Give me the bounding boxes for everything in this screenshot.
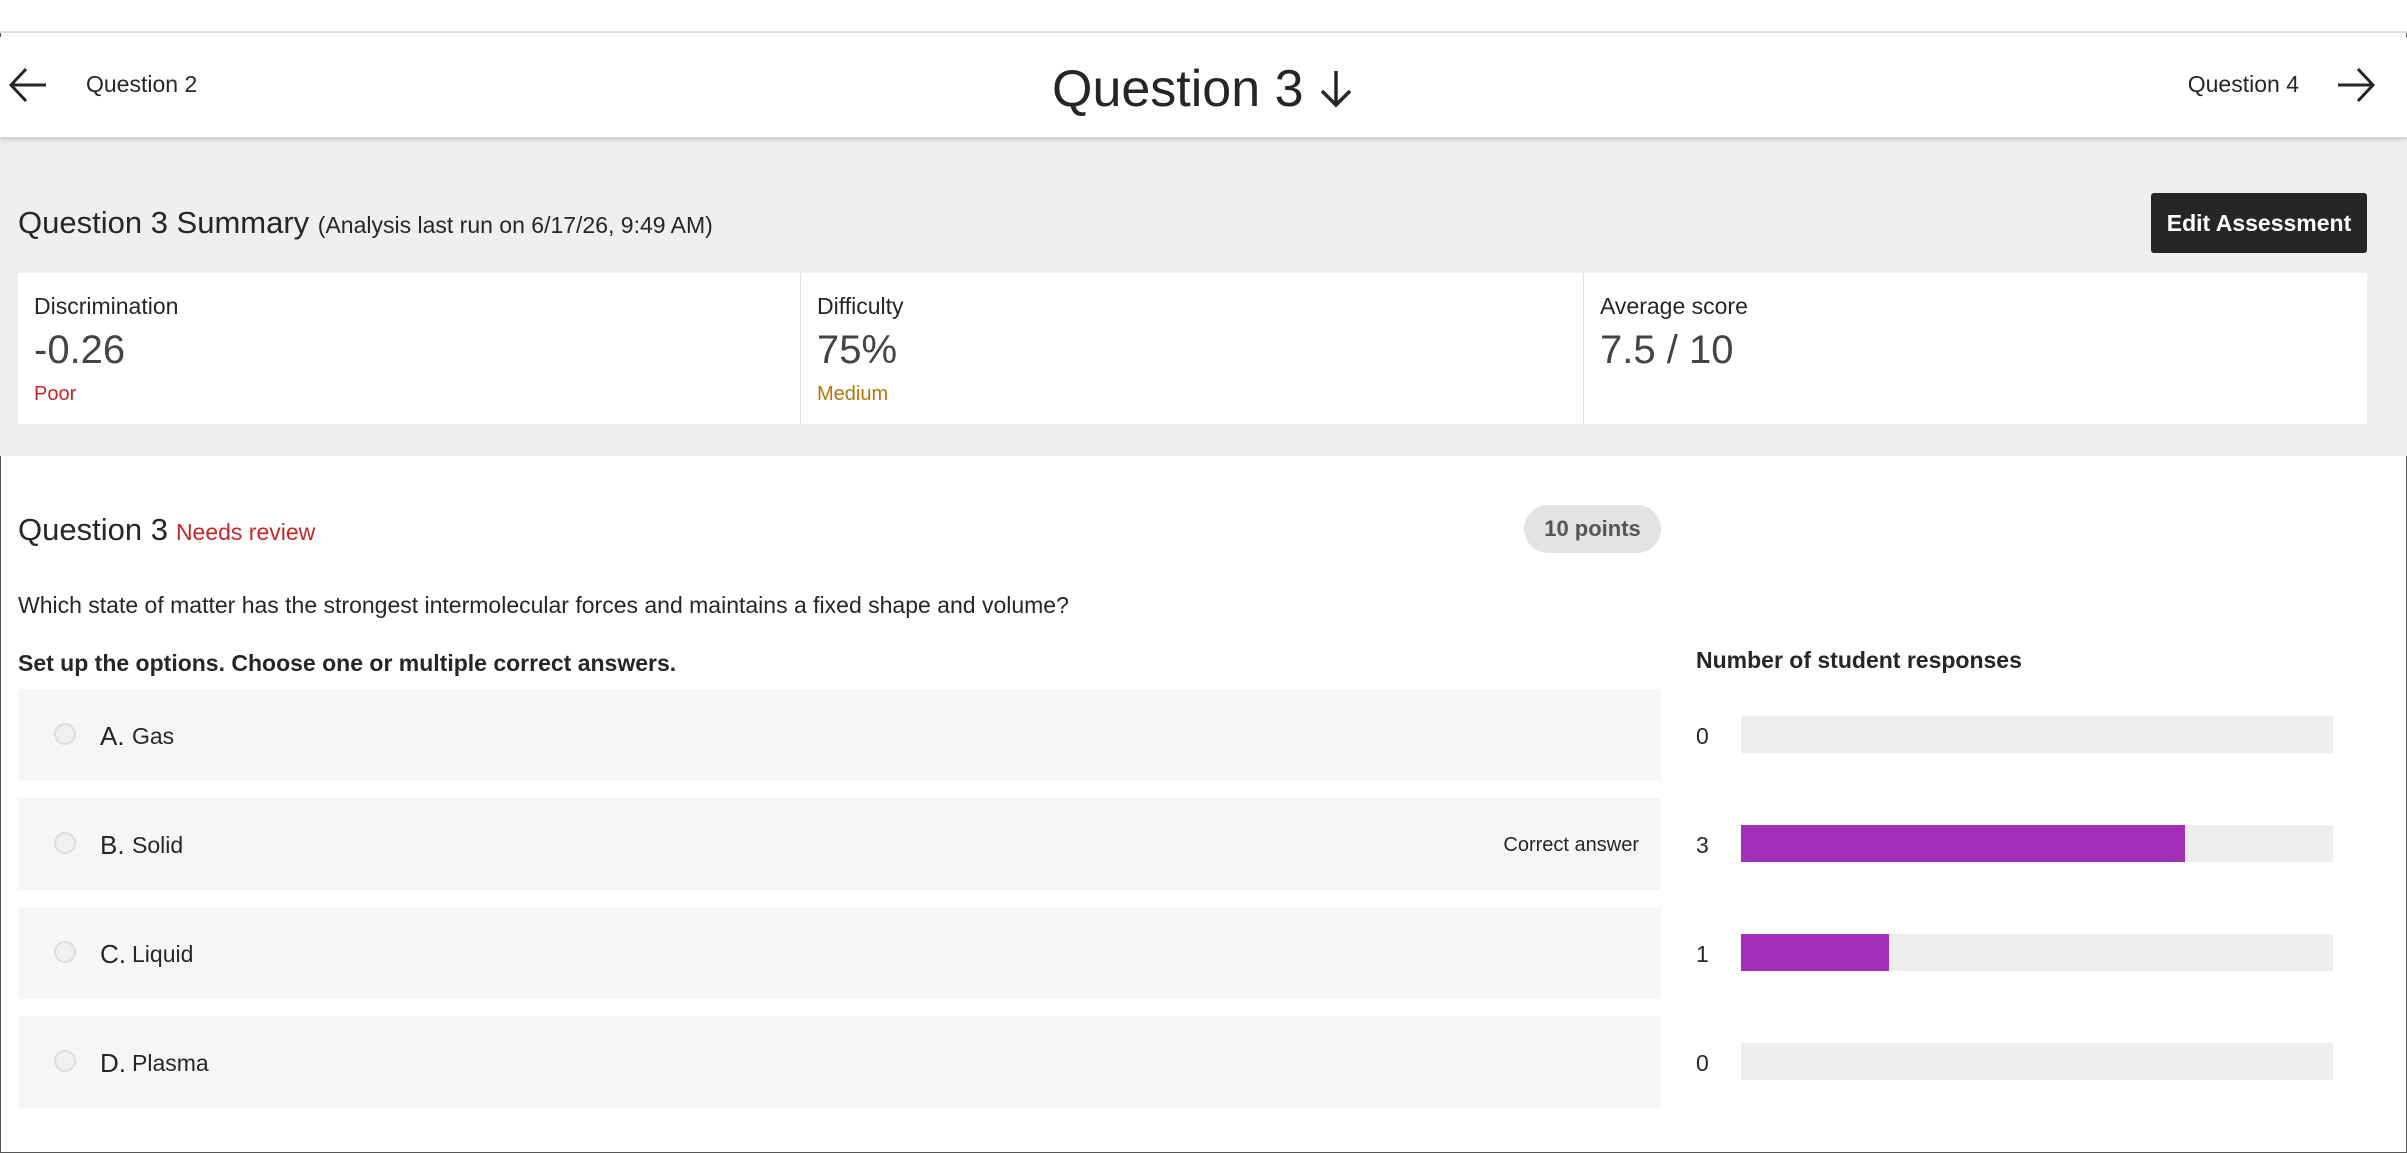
option-text: Plasma bbox=[132, 1050, 209, 1076]
next-link[interactable]: Question 4 bbox=[2187, 71, 2299, 97]
response-count: 0 bbox=[1696, 723, 1709, 749]
option-row[interactable]: C. Liquid bbox=[18, 907, 1661, 999]
status: Needs review bbox=[175, 519, 316, 545]
edit-button[interactable]: Edit Assessment bbox=[2151, 193, 2367, 253]
radio-button bbox=[54, 832, 76, 854]
metric-card: Average score 7.5 / 10 bbox=[1584, 273, 2367, 424]
response-count: 3 bbox=[1696, 832, 1709, 858]
current-question[interactable]: Question 3 bbox=[1052, 59, 1356, 119]
response-count: 0 bbox=[1696, 1050, 1709, 1076]
metric-rating: Medium bbox=[817, 383, 889, 405]
metric-card: Difficulty 75% Medium bbox=[801, 273, 1584, 424]
bar-track bbox=[1741, 825, 2333, 862]
response-count: 1 bbox=[1696, 941, 1709, 967]
chart-title: Number of student responses bbox=[1696, 647, 2022, 673]
option-row[interactable]: D. Plasma bbox=[18, 1016, 1661, 1108]
radio-button bbox=[54, 723, 76, 745]
option-row[interactable]: A. Gas bbox=[18, 689, 1661, 781]
question-heading: Question 3 Needs review bbox=[18, 512, 315, 548]
header: Question 2 Question 3 Question 4 bbox=[0, 37, 2407, 137]
bar-track bbox=[1741, 1043, 2333, 1080]
radio-button bbox=[54, 1050, 76, 1072]
bar bbox=[1741, 934, 1889, 971]
metric-label: Discrimination bbox=[34, 293, 179, 319]
option-text: Liquid bbox=[132, 941, 194, 967]
instruction: Set up the options. Choose one or multip… bbox=[18, 650, 677, 676]
metric-value: 75% bbox=[817, 328, 898, 372]
metric-value: -0.26 bbox=[34, 328, 126, 372]
prev-link[interactable]: Question 2 bbox=[86, 71, 198, 97]
top-bar bbox=[0, 0, 2407, 33]
next-arrow[interactable] bbox=[2336, 65, 2376, 105]
summary-title: Question 3 Summary bbox=[18, 205, 310, 240]
question-title: Question 3 bbox=[18, 512, 168, 547]
summary-heading: Question 3 Summary (Analysis last run on… bbox=[18, 205, 713, 241]
bar bbox=[1741, 825, 2185, 862]
radio-button bbox=[54, 941, 76, 963]
question-text: Which state of matter has the strongest … bbox=[18, 592, 1069, 618]
option-text: Gas bbox=[132, 723, 175, 749]
metric-rating: Poor bbox=[34, 383, 77, 405]
prev-arrow[interactable] bbox=[8, 65, 48, 105]
current-title: Question 3 bbox=[1052, 60, 1304, 118]
dropdown-arrow bbox=[1320, 71, 1351, 108]
correct-label: Correct answer bbox=[1503, 834, 1639, 856]
option-letter: C. bbox=[100, 939, 126, 969]
bar-track bbox=[1741, 934, 2333, 971]
points-pill: 10 points bbox=[1524, 505, 1661, 553]
option-letter: B. bbox=[100, 830, 125, 860]
bar-track bbox=[1741, 716, 2333, 753]
option-letter: A. bbox=[100, 721, 125, 751]
analysis-note: (Analysis last run on 6/17/26, 9:49 AM) bbox=[317, 212, 713, 238]
metric-card: Discrimination -0.26 Poor bbox=[18, 273, 801, 424]
option-row[interactable]: B. Solid Correct answer bbox=[18, 798, 1661, 890]
metric-value: 7.5 / 10 bbox=[1600, 328, 1734, 372]
option-letter: D. bbox=[100, 1048, 126, 1078]
metric-label: Average score bbox=[1600, 293, 1748, 319]
option-text: Solid bbox=[132, 832, 184, 858]
metric-label: Difficulty bbox=[817, 293, 904, 319]
